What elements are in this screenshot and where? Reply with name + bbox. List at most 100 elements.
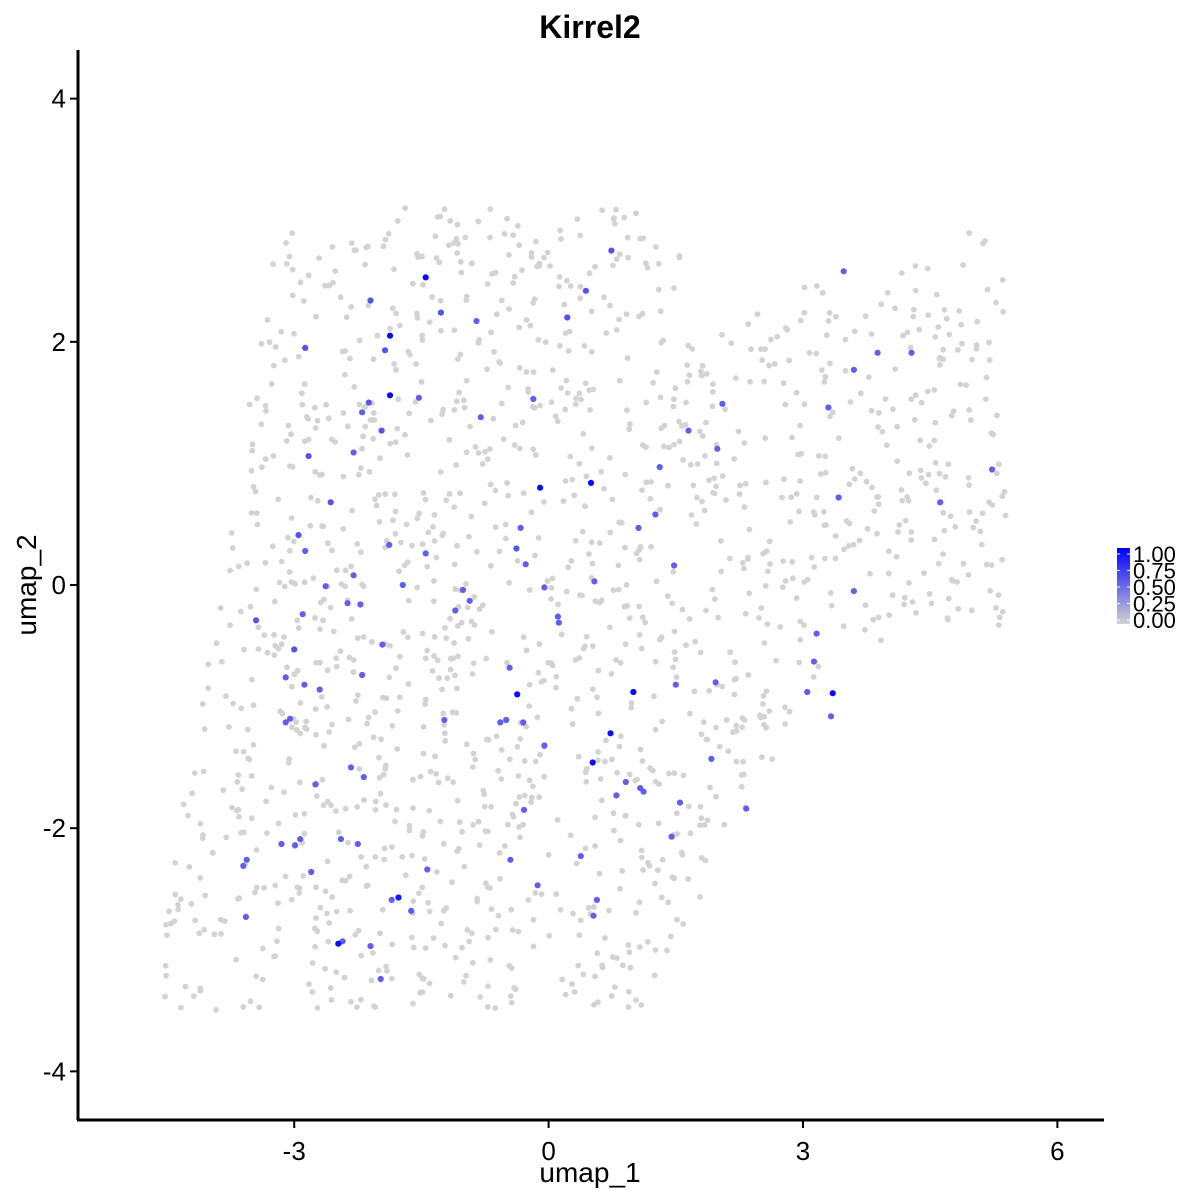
cell-point: [417, 773, 424, 780]
cell-point: [562, 406, 569, 413]
cell-point: [574, 216, 581, 223]
cell-point: [968, 417, 974, 423]
cell-point: [370, 410, 377, 416]
cell-point: [508, 906, 515, 913]
cell-point: [278, 328, 284, 335]
cell-point: [707, 784, 713, 791]
cell-point: [738, 772, 745, 778]
cell-point-expressing: [685, 427, 692, 434]
cell-point: [553, 684, 560, 691]
cell-point: [733, 722, 740, 729]
cell-point: [320, 802, 327, 809]
cell-point: [725, 748, 732, 755]
cell-point: [857, 390, 864, 397]
cell-point: [177, 896, 184, 903]
y-tick-label: 2: [52, 327, 66, 357]
cell-point: [440, 840, 447, 847]
cell-point: [431, 512, 438, 518]
cell-point: [538, 891, 545, 897]
cell-point: [924, 265, 931, 272]
cell-point: [455, 653, 461, 660]
cell-point: [262, 456, 269, 462]
cell-point: [739, 715, 746, 722]
cell-point: [350, 657, 357, 663]
cell-point: [622, 471, 629, 478]
cell-point-expressing: [507, 856, 514, 863]
cell-point: [405, 680, 412, 687]
cell-point-expressing: [989, 466, 996, 473]
cell-point-expressing: [593, 896, 601, 904]
cell-point: [433, 554, 440, 561]
cell-point: [286, 569, 293, 575]
cell-point: [644, 264, 651, 271]
cell-point: [291, 671, 298, 678]
cell-point: [801, 309, 808, 316]
cell-point: [456, 819, 463, 826]
cell-point: [289, 292, 296, 299]
cell-point: [371, 1003, 377, 1010]
cell-point: [739, 724, 746, 731]
cell-point: [572, 537, 579, 544]
x-axis-title: umap_1: [539, 1157, 640, 1188]
cell-point: [910, 306, 917, 313]
cell-point: [568, 705, 575, 712]
cell-point: [741, 440, 748, 446]
cell-point: [347, 355, 353, 362]
cell-point: [342, 348, 349, 354]
cell-point: [607, 302, 613, 309]
cell-point-expressing: [874, 349, 881, 356]
cell-point: [484, 456, 491, 462]
cell-point-expressing: [422, 274, 429, 281]
cell-point: [684, 378, 691, 385]
cell-point: [286, 253, 293, 260]
y-tick-label: -4: [43, 1056, 66, 1086]
cell-point: [875, 501, 882, 508]
cell-point: [616, 377, 623, 384]
cell-point: [436, 259, 443, 266]
cell-point: [947, 513, 954, 520]
cell-point: [698, 731, 705, 738]
cell-point: [283, 240, 289, 246]
cell-point: [806, 349, 813, 356]
cell-point: [726, 555, 733, 562]
cell-point: [416, 890, 422, 897]
cell-point: [579, 592, 585, 599]
cell-point: [906, 470, 913, 476]
cell-point: [520, 821, 526, 828]
cell-point: [617, 837, 624, 844]
cell-point: [337, 294, 344, 301]
cell-point: [652, 880, 658, 887]
cell-point: [771, 361, 778, 367]
cell-point: [941, 527, 948, 534]
cell-point: [575, 962, 582, 969]
cell-point: [513, 800, 519, 807]
cell-point: [592, 598, 599, 604]
cell-point: [767, 561, 773, 567]
cell-point: [567, 283, 574, 289]
cell-point-expressing: [630, 688, 637, 696]
cell-point: [623, 311, 630, 318]
cell-point: [485, 736, 492, 743]
cell-point: [994, 470, 1000, 477]
cell-point: [389, 305, 396, 312]
cell-point: [676, 418, 682, 425]
cell-point: [485, 934, 491, 941]
cell-point: [580, 971, 587, 978]
cell-point: [916, 326, 923, 333]
cell-point: [472, 444, 479, 450]
cell-point: [166, 908, 173, 915]
cell-point: [312, 706, 319, 712]
cell-point: [382, 236, 389, 243]
cell-point: [548, 399, 555, 406]
cell-point: [596, 870, 603, 877]
cell-point: [516, 794, 523, 800]
cell-point: [832, 555, 839, 562]
cell-point-expressing: [386, 541, 393, 549]
cell-point: [329, 547, 335, 554]
cell-point: [297, 700, 304, 706]
cell-point: [476, 337, 482, 343]
cell-point: [626, 771, 633, 778]
cell-point: [517, 834, 523, 841]
cell-point: [901, 601, 907, 608]
cell-point: [281, 357, 288, 364]
